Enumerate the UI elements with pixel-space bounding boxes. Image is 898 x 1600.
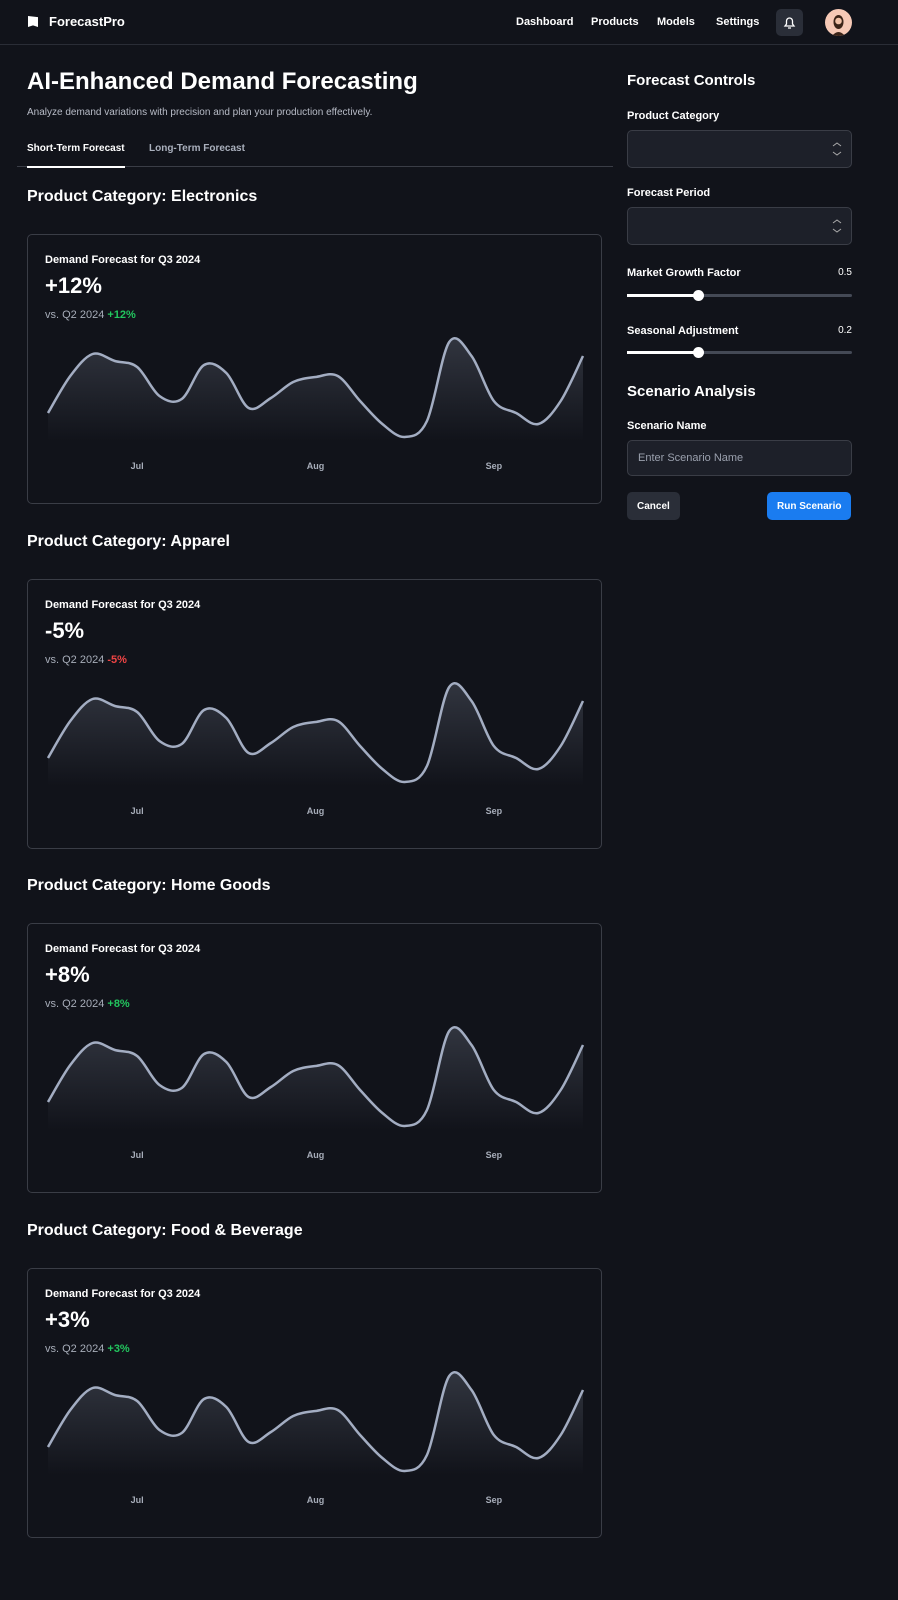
field-label: Scenario Name (627, 420, 707, 432)
change-value: -5% (45, 617, 85, 643)
forecast-chart: Jul Aug Sep (46, 337, 585, 471)
nav-link[interactable]: Products (591, 16, 639, 28)
comparison-change: +8% (107, 998, 130, 1011)
x-tick-label: Sep (486, 461, 503, 471)
forecast-card: Demand Forecast for Q3 2024 +12% vs. Q2 20… (27, 234, 602, 504)
comparison-label: vs. Q2 2024 (45, 309, 105, 321)
forecast-chart: Jul Aug Sep (46, 681, 585, 816)
slider-label: Market Growth Factor (627, 267, 741, 279)
slider[interactable] (627, 290, 852, 301)
comparison-label: vs. Q2 2024 (45, 653, 105, 666)
bell-icon (783, 17, 796, 29)
comparison-label: vs. Q2 2024 (45, 1342, 105, 1355)
comparison: vs. Q2 2024 -5% (45, 654, 127, 666)
section-heading: Product Category: Electronics (27, 188, 258, 205)
comparison: vs. Q2 2024 +8% (45, 998, 130, 1010)
area (48, 1372, 583, 1475)
line (46, 681, 585, 783)
slider-value: 0.2 (838, 325, 852, 336)
x-tick-label: Sep (486, 1495, 503, 1505)
forecast-card: Demand Forecast for Q3 2024 +3% vs. Q2 202… (27, 1267, 602, 1538)
logo (28, 16, 38, 27)
text-input[interactable]: Enter Scenario Name (627, 440, 852, 476)
section-title: Scenario Analysis (627, 383, 756, 400)
avatar[interactable] (825, 9, 852, 36)
comparison-change: +12% (107, 309, 136, 321)
controls-title: Forecast Controls (627, 72, 756, 89)
avatar-image (832, 15, 845, 36)
line (46, 1026, 585, 1128)
card-title: Demand Forecast for Q3 2024 (45, 1287, 201, 1300)
change-value: +12% (45, 273, 102, 298)
field-label: Product Category (627, 110, 720, 122)
change-value: +8% (45, 962, 90, 988)
card-title: Demand Forecast for Q3 2024 (45, 598, 201, 611)
notifications-button[interactable] (776, 9, 803, 36)
x-tick-label: Aug (307, 1495, 325, 1505)
slider-value: 0.5 (838, 267, 852, 278)
select-arrows (832, 219, 842, 233)
nav-link[interactable]: Models (657, 16, 695, 28)
slider[interactable] (627, 347, 852, 358)
area (48, 338, 583, 441)
select-arrows (832, 142, 842, 156)
section-heading: Product Category: Apparel (27, 532, 230, 550)
card-title: Demand Forecast for Q3 2024 (45, 943, 201, 956)
line (46, 337, 585, 439)
slider-label: Seasonal Adjustment (627, 325, 739, 337)
tabs: Short-Term Forecast Long-Term Forecast (17, 136, 613, 168)
x-tick-label: Jul (131, 1150, 144, 1160)
x-tick-label: Jul (131, 461, 144, 471)
comparison-change: -5% (107, 653, 127, 666)
line (46, 1370, 585, 1473)
cancel-button[interactable]: Cancel (627, 492, 680, 520)
change-value: +3% (45, 1306, 90, 1332)
brand[interactable]: ForecastPro (49, 14, 125, 29)
field-label: Forecast Period (627, 187, 711, 199)
page-subtitle: Analyze demand variations with precision… (27, 107, 373, 118)
tab[interactable]: Long-Term Forecast (149, 143, 245, 154)
comparison-label: vs. Q2 2024 (45, 998, 105, 1011)
forecast-card: Demand Forecast for Q3 2024 +8% vs. Q2 202… (27, 923, 602, 1194)
run-button[interactable]: Run Scenario (767, 492, 852, 520)
x-tick-label: Jul (131, 806, 144, 816)
x-tick-label: Sep (486, 806, 503, 816)
section-heading: Product Category: Food & Beverage (27, 1221, 303, 1239)
forecast-chart: Jul Aug Sep (46, 1370, 585, 1505)
select[interactable] (627, 130, 852, 168)
page-title: AI-Enhanced Demand Forecasting (27, 68, 418, 95)
x-tick-label: Aug (307, 1150, 325, 1160)
x-tick-label: Sep (486, 1150, 503, 1160)
nav-bar: ForecastPro Dashboard Products Models Se… (0, 0, 898, 45)
comparison: vs. Q2 2024 +12% (45, 309, 136, 321)
area (48, 1027, 583, 1131)
forecast-card: Demand Forecast for Q3 2024 -5% vs. Q2 202… (27, 578, 602, 849)
x-tick-label: Aug (307, 461, 325, 471)
comparison-change: +3% (107, 1342, 130, 1355)
x-tick-label: Aug (307, 806, 325, 816)
nav-link[interactable]: Dashboard (516, 16, 574, 28)
x-tick-label: Jul (131, 1495, 144, 1505)
nav-link[interactable]: Settings (716, 16, 760, 28)
tab[interactable]: Short-Term Forecast (27, 143, 125, 168)
card-title: Demand Forecast for Q3 2024 (45, 254, 201, 266)
area (48, 682, 583, 786)
section-heading: Product Category: Home Goods (27, 877, 271, 895)
select[interactable] (627, 207, 852, 245)
forecast-chart: Jul Aug Sep (46, 1026, 585, 1160)
comparison: vs. Q2 2024 +3% (45, 1343, 130, 1355)
